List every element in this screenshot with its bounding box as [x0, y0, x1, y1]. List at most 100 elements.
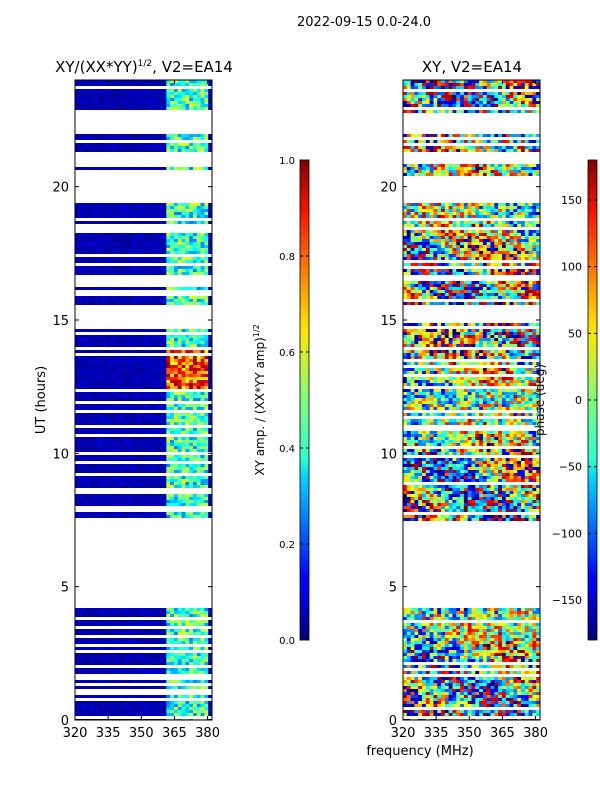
heatmap-cell — [185, 470, 190, 473]
heatmap-cell — [528, 83, 533, 86]
heatmap-cell — [151, 443, 156, 446]
heatmap-cell — [170, 611, 175, 614]
heatmap-cell — [528, 167, 533, 170]
heatmap-cell — [120, 449, 125, 452]
heatmap-cell — [109, 350, 114, 353]
heatmap-cell — [463, 146, 469, 149]
heatmap-cell — [170, 455, 175, 458]
heatmap-cell — [124, 386, 129, 389]
heatmap-cell — [109, 449, 114, 452]
heatmap-cell — [86, 608, 91, 611]
heatmap-cell — [128, 269, 133, 272]
heatmap-cell — [101, 89, 106, 92]
heatmap-cell — [147, 257, 152, 260]
heatmap-cell — [124, 272, 129, 275]
heatmap-cell — [208, 446, 212, 449]
heatmap-cell — [78, 614, 84, 617]
heatmap-cell — [513, 134, 518, 137]
heatmap-cell — [520, 98, 526, 101]
heatmap-cell — [116, 257, 122, 260]
heatmap-cell — [509, 98, 514, 101]
heatmap-cell — [208, 212, 212, 215]
heatmap-cell — [128, 413, 133, 416]
heatmap-cell — [101, 404, 106, 407]
heatmap-cell — [97, 101, 103, 104]
heatmap-cell — [109, 242, 114, 245]
heatmap-cell — [192, 143, 198, 146]
heatmap-cell — [97, 422, 103, 425]
heatmap-cell — [494, 230, 499, 233]
heatmap-cell — [162, 329, 167, 332]
heatmap-cell — [128, 479, 133, 482]
heatmap-cell — [200, 98, 205, 101]
heatmap-cell — [185, 371, 190, 374]
heatmap-cell — [471, 92, 476, 95]
heatmap-cell — [135, 671, 141, 674]
heatmap-cell — [517, 233, 522, 236]
heatmap-cell — [128, 143, 133, 146]
heatmap-cell — [208, 671, 212, 674]
heatmap-cell — [452, 95, 457, 98]
heatmap-cell — [475, 92, 480, 95]
heatmap-cell — [173, 416, 179, 419]
heatmap-cell — [128, 494, 133, 497]
heatmap-cell — [132, 647, 137, 650]
heatmap-cell — [139, 236, 144, 239]
heatmap-cell — [105, 431, 110, 434]
heatmap-cell — [151, 440, 156, 443]
heatmap-cell — [460, 236, 465, 239]
heatmap-cell — [101, 329, 106, 332]
heatmap-cell — [418, 83, 423, 86]
heatmap-cell — [524, 83, 529, 86]
heatmap-cell — [170, 497, 175, 500]
heatmap-cell — [471, 170, 476, 173]
heatmap-cell — [124, 377, 129, 380]
heatmap-cell — [185, 515, 190, 518]
heatmap-cell — [177, 671, 182, 674]
heatmap-cell — [82, 653, 87, 656]
heatmap-cell — [116, 443, 122, 446]
heatmap-cell — [128, 671, 133, 674]
heatmap-cell — [151, 467, 156, 470]
heatmap-cell — [128, 245, 133, 248]
heatmap-cell — [90, 641, 95, 644]
heatmap-cell — [90, 383, 95, 386]
heatmap-cell — [162, 107, 167, 110]
heatmap-cell — [139, 206, 144, 209]
heatmap-cell — [82, 515, 87, 518]
heatmap-cell — [517, 221, 522, 224]
heatmap-cell — [452, 98, 457, 101]
heatmap-cell — [90, 446, 95, 449]
heatmap-cell — [528, 95, 533, 98]
heatmap-cell — [151, 329, 156, 332]
heatmap-cell — [181, 407, 186, 410]
heatmap-cell — [425, 167, 431, 170]
heatmap-cell — [177, 206, 182, 209]
heatmap-cell — [189, 233, 194, 236]
heatmap-cell — [414, 173, 419, 176]
heatmap-cell — [147, 359, 152, 362]
heatmap-cell — [185, 251, 190, 254]
heatmap-cell — [536, 146, 540, 149]
heatmap-cell — [536, 149, 540, 152]
heatmap-cell — [200, 338, 205, 341]
heatmap-cell — [441, 173, 446, 176]
heatmap-cell — [208, 203, 212, 206]
heatmap-cell — [463, 167, 469, 170]
heatmap-cell — [486, 230, 491, 233]
heatmap-cell — [505, 164, 510, 167]
heatmap-cell — [189, 656, 194, 659]
heatmap-cell — [437, 221, 442, 224]
heatmap-cell — [94, 362, 99, 365]
heatmap-cell — [124, 368, 129, 371]
heatmap-cell — [78, 638, 84, 641]
heatmap-cell — [490, 206, 495, 209]
heatmap-cell — [86, 338, 91, 341]
heatmap-cell — [170, 344, 175, 347]
heatmap-cell — [147, 221, 152, 224]
heatmap-cell — [75, 416, 80, 419]
heatmap-cell — [86, 482, 91, 485]
heatmap-cell — [139, 80, 144, 83]
heatmap-cell — [185, 422, 190, 425]
heatmap-cell — [410, 95, 415, 98]
